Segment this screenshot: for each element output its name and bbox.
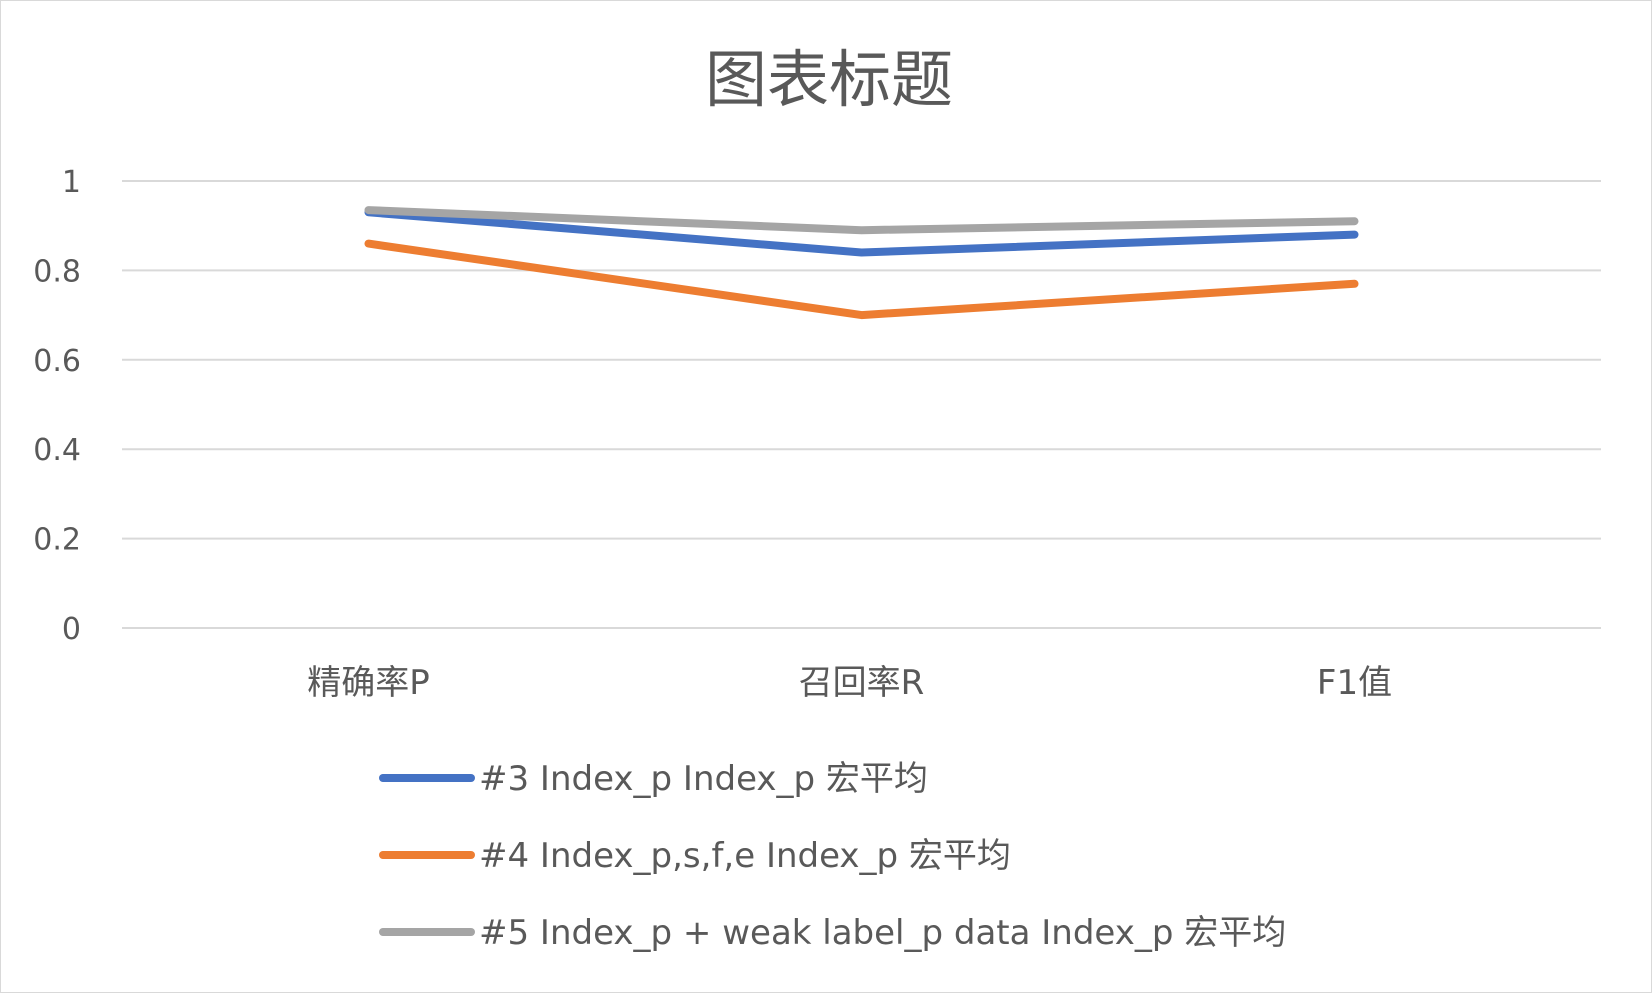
legend-label-2: #4 Index_p,s,f,e Index_p 宏平均 bbox=[479, 836, 1011, 876]
x-tick-label: 召回率R bbox=[799, 663, 925, 703]
legend: #3 Index_p Index_p 宏平均 #4 Index_p,s,f,e I… bbox=[379, 759, 1286, 953]
x-tick-label: F1值 bbox=[1317, 663, 1392, 703]
y-tick-label: 0.6 bbox=[33, 344, 81, 379]
chart-title: 图表标题 bbox=[705, 43, 953, 116]
y-tick-label: 0.8 bbox=[33, 254, 81, 289]
series-lines bbox=[364, 206, 1359, 320]
x-tick-label: 精确率P bbox=[307, 663, 430, 703]
gridlines bbox=[122, 180, 1601, 629]
legend-label-1: #3 Index_p Index_p 宏平均 bbox=[479, 759, 928, 799]
series-line-1 bbox=[364, 208, 1359, 257]
y-tick-label: 0.2 bbox=[33, 523, 81, 558]
series-line-2 bbox=[364, 239, 1359, 320]
y-axis-tick-labels: 0 0.2 0.4 0.6 0.8 1 bbox=[33, 165, 81, 647]
x-axis-tick-labels: 精确率P 召回率R F1值 bbox=[307, 663, 1392, 703]
legend-label-3: #5 Index_p + weak label_p data Index_p 宏… bbox=[479, 913, 1286, 953]
y-tick-label: 1 bbox=[62, 165, 81, 200]
series-line-3 bbox=[364, 206, 1359, 235]
y-tick-label: 0.4 bbox=[33, 433, 81, 468]
y-tick-label: 0 bbox=[62, 612, 81, 647]
